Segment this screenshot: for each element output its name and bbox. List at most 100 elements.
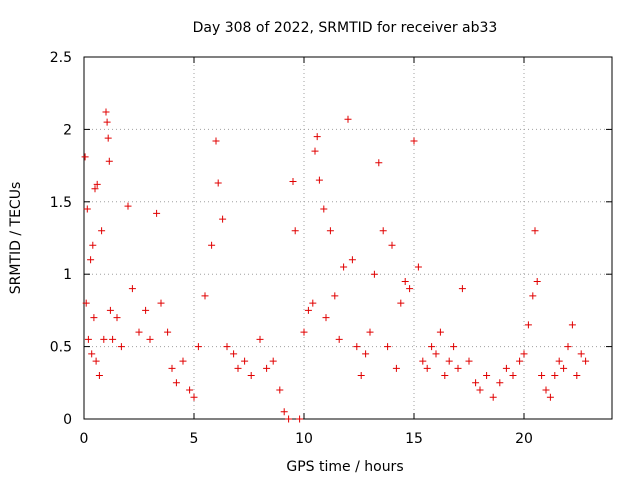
data-point <box>568 321 576 329</box>
plot-frame <box>83 56 613 420</box>
y-tick-label: 0.5 <box>50 340 72 356</box>
data-point <box>300 328 308 336</box>
data-point <box>190 393 198 401</box>
data-point <box>296 415 304 423</box>
x-tick-label: 0 <box>80 431 89 447</box>
data-point <box>280 408 288 416</box>
data-point <box>157 299 165 307</box>
data-point <box>219 215 227 223</box>
data-point <box>348 256 356 264</box>
y-axis-label: SRMTID / TECUs <box>8 182 24 295</box>
data-point <box>436 328 444 336</box>
data-point <box>502 364 510 372</box>
data-point <box>379 227 387 235</box>
data-point <box>573 372 581 380</box>
x-tick-label: 10 <box>295 431 313 447</box>
data-point <box>168 364 176 372</box>
data-point <box>320 205 328 213</box>
data-point <box>109 335 117 343</box>
data-point <box>483 372 491 380</box>
data-point <box>84 335 92 343</box>
x-tick-label: 5 <box>190 431 199 447</box>
data-point <box>450 343 458 351</box>
data-point <box>113 314 121 322</box>
data-point <box>89 241 97 249</box>
data-point <box>397 299 405 307</box>
data-point <box>164 328 172 336</box>
data-point <box>509 372 517 380</box>
data-point <box>117 343 125 351</box>
data-point <box>529 292 537 300</box>
data-point <box>414 263 422 271</box>
data-point <box>542 386 550 394</box>
data-point <box>81 153 89 161</box>
data-point <box>106 306 114 314</box>
data-point <box>357 372 365 380</box>
data-point <box>392 364 400 372</box>
data-point <box>582 357 590 365</box>
data-point <box>230 350 238 358</box>
data-point <box>223 343 231 351</box>
data-point <box>406 285 414 293</box>
data-point <box>214 179 222 187</box>
data-point <box>256 335 264 343</box>
data-point <box>98 227 106 235</box>
data-point <box>95 372 103 380</box>
data-point <box>423 364 431 372</box>
data-point <box>142 306 150 314</box>
data-point <box>375 159 383 167</box>
data-point <box>289 178 297 186</box>
data-point <box>104 134 112 142</box>
data-point <box>103 118 111 126</box>
data-point <box>577 350 585 358</box>
data-point <box>326 227 334 235</box>
data-point <box>93 180 101 188</box>
data-point <box>524 321 532 329</box>
data-point <box>555 357 563 365</box>
data-point <box>194 343 202 351</box>
x-tick-label: 15 <box>405 431 423 447</box>
y-tick-label: 2 <box>63 122 72 138</box>
data-point <box>489 393 497 401</box>
data-point <box>520 350 528 358</box>
data-point <box>388 241 396 249</box>
data-point <box>83 205 91 213</box>
data-point <box>311 147 319 155</box>
y-tick-label: 1.5 <box>50 195 72 211</box>
data-point <box>82 299 90 307</box>
data-point <box>472 379 480 387</box>
data-point <box>269 357 277 365</box>
data-point <box>445 357 453 365</box>
data-point <box>366 328 374 336</box>
data-point <box>304 306 312 314</box>
data-point <box>496 379 504 387</box>
data-point <box>335 335 343 343</box>
x-tick-label: 20 <box>515 431 533 447</box>
data-point <box>124 202 132 210</box>
data-point <box>128 285 136 293</box>
data-point <box>201 292 209 300</box>
data-point <box>153 209 161 217</box>
data-point <box>291 227 299 235</box>
data-point <box>546 393 554 401</box>
data-point <box>309 299 317 307</box>
data-point <box>344 115 352 123</box>
data-point <box>560 364 568 372</box>
data-point <box>315 176 323 184</box>
data-point <box>322 314 330 322</box>
data-point <box>172 379 180 387</box>
data-point <box>362 350 370 358</box>
data-point <box>353 343 361 351</box>
data-point <box>458 285 466 293</box>
data-point <box>538 372 546 380</box>
data-point <box>135 328 143 336</box>
data-point <box>102 108 110 116</box>
data-point <box>410 137 418 145</box>
y-tick-label: 1 <box>63 267 72 283</box>
data-point <box>241 357 249 365</box>
data-point <box>276 386 284 394</box>
data-point <box>146 335 154 343</box>
data-point <box>234 364 242 372</box>
data-point <box>454 364 462 372</box>
